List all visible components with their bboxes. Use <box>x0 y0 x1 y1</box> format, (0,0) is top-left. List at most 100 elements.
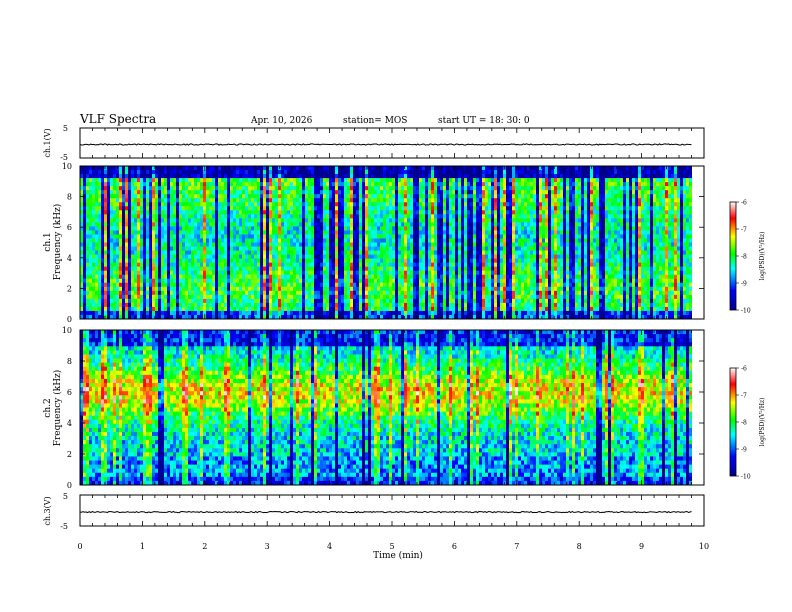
spectrogram-cell <box>269 246 273 251</box>
spectrogram-cell <box>392 274 396 280</box>
spectrogram-cell <box>347 246 351 251</box>
spectrogram-cell <box>179 190 183 195</box>
spectrogram-cell <box>329 198 333 203</box>
spectrogram-cell <box>113 266 117 272</box>
spectrogram-cell <box>458 286 462 292</box>
spectrogram-cell <box>380 174 384 179</box>
spectrogram-cell <box>437 250 441 255</box>
spectrogram-cell <box>134 174 138 179</box>
spectrogram-cell <box>302 174 306 179</box>
spectrogram-cell <box>323 302 327 308</box>
spectrogram-cell <box>362 218 366 223</box>
spectrogram-cell <box>98 310 102 316</box>
spectrogram-cell <box>293 270 297 276</box>
spectrogram-cell <box>110 174 114 179</box>
spectrogram-cell <box>422 186 426 191</box>
spectrogram-cell <box>173 178 177 183</box>
spectrogram-cell <box>431 194 435 199</box>
spectrogram-cell <box>113 194 117 199</box>
spectrogram-cell <box>128 294 132 300</box>
spectrogram-cell <box>185 166 189 171</box>
spectrogram-cell <box>389 186 393 191</box>
spectrogram-cell <box>368 310 372 316</box>
spectrogram-cell <box>422 258 426 264</box>
spectrogram-cell <box>437 194 441 199</box>
spectrogram-cell <box>323 194 327 199</box>
spectrogram-cell <box>404 266 408 272</box>
spectrogram-cell <box>392 286 396 292</box>
spectrogram-cell <box>191 178 195 183</box>
spectrogram-cell <box>248 190 252 195</box>
spectrogram-cell <box>188 246 192 251</box>
spectrogram-cell <box>161 190 165 195</box>
spectrogram-cell <box>419 286 423 292</box>
spectrogram-cell <box>440 186 444 191</box>
spectrogram-cell <box>155 182 159 187</box>
spectrogram-cell <box>128 278 132 284</box>
spectrogram-cell <box>419 274 423 280</box>
spectrogram-cell <box>152 242 156 247</box>
spectrogram-cell <box>395 262 399 268</box>
spectrogram-cell <box>401 218 405 223</box>
spectrogram-cell <box>278 218 282 223</box>
spectrogram-cell <box>245 242 249 247</box>
spectrogram-cell <box>380 246 384 251</box>
spectrogram-cell <box>239 258 243 264</box>
spectrogram-cell <box>296 234 300 239</box>
spectrogram-cell <box>425 218 429 223</box>
spectrogram-cell <box>269 294 273 300</box>
spectrogram-cell <box>137 242 141 247</box>
spectrogram-cell <box>317 226 321 231</box>
spectrogram-cell <box>275 174 279 179</box>
spectrogram-cell <box>95 242 99 247</box>
spectrogram-cell <box>116 286 120 292</box>
spectrogram-cell <box>389 230 393 235</box>
spectrogram-cell <box>179 206 183 211</box>
spectrogram-cell <box>80 306 84 312</box>
spectrogram-cell <box>218 202 222 207</box>
spectrogram-cell <box>281 202 285 207</box>
spectrogram-cell <box>365 294 369 300</box>
spectrogram-cell <box>305 258 309 264</box>
spectrogram-cell <box>368 222 372 227</box>
spectrogram-cell <box>86 190 90 195</box>
spectrogram-cell <box>140 278 144 284</box>
spectrogram-cell <box>299 242 303 247</box>
spectrogram-cell <box>140 182 144 187</box>
spectrogram-cell <box>284 198 288 203</box>
spectrogram-cell <box>287 290 291 296</box>
spectrogram-cell <box>326 182 330 187</box>
spectrogram-cell <box>170 302 174 308</box>
spectrogram-cell <box>329 310 333 316</box>
spectrogram-cell <box>83 266 87 272</box>
spectrogram-cell <box>176 278 180 284</box>
spectrogram-cell <box>173 194 177 199</box>
spectrogram-cell <box>431 218 435 223</box>
spectrogram-cell <box>398 174 402 179</box>
spectrogram-cell <box>359 278 363 284</box>
spectrogram-cell <box>257 302 261 308</box>
spectrogram-cell <box>326 290 330 296</box>
spectrogram-cell <box>332 290 336 296</box>
spectrogram-cell <box>293 258 297 264</box>
spectrogram-cell <box>386 290 390 296</box>
spectrogram-cell <box>170 274 174 280</box>
spectrogram-cell <box>245 230 249 235</box>
spectrogram-cell <box>296 270 300 276</box>
spectrogram-cell <box>260 170 264 175</box>
spectrogram-cell <box>437 242 441 247</box>
spectrogram-cell <box>419 254 423 260</box>
spectrogram-cell <box>344 218 348 223</box>
spectrogram-cell <box>107 282 111 288</box>
spectrogram-cell <box>386 190 390 195</box>
spectrogram-cell <box>323 242 327 247</box>
spectrogram-cell <box>317 274 321 280</box>
spectrogram-cell <box>446 218 450 223</box>
spectrogram-cell <box>185 294 189 300</box>
spectrogram-cell <box>368 174 372 179</box>
spectrogram-cell <box>122 274 126 280</box>
spectrogram-cell <box>356 202 360 207</box>
spectrogram-cell <box>350 306 354 312</box>
spectrogram-cell <box>131 278 135 284</box>
